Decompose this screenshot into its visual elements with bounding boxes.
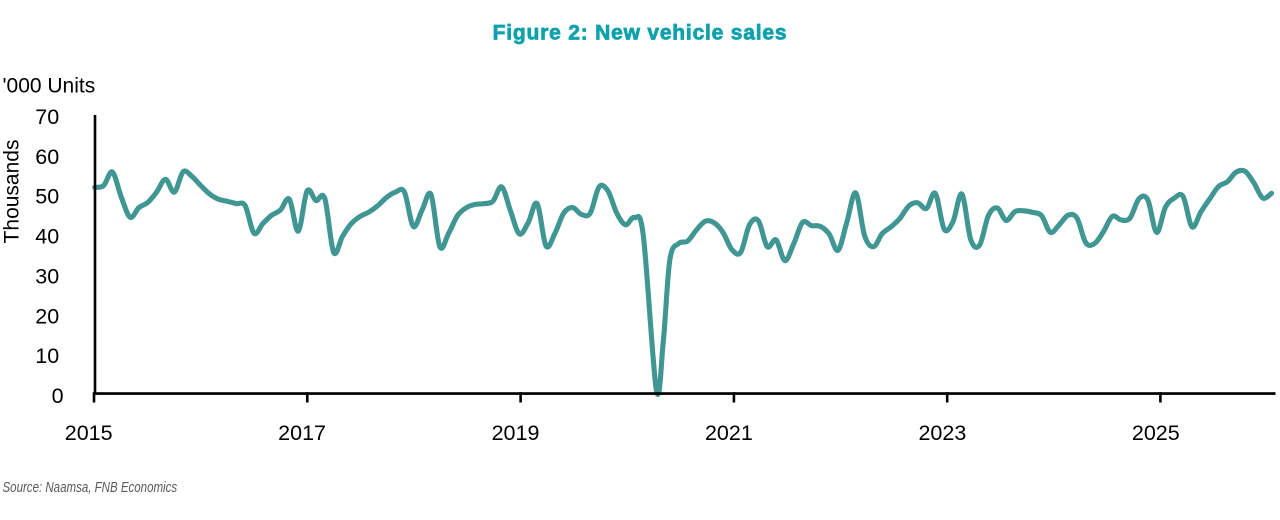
svg-text:60: 60 (35, 145, 59, 169)
svg-text:'000 Units: '000 Units (3, 75, 96, 98)
svg-text:Thousands: Thousands (0, 140, 23, 244)
svg-text:20: 20 (35, 304, 59, 328)
svg-text:10: 10 (35, 344, 59, 368)
svg-text:50: 50 (35, 185, 59, 209)
svg-text:Source: Naamsa, FNB Economics: Source: Naamsa, FNB Economics (3, 479, 178, 496)
svg-text:2017: 2017 (278, 421, 326, 445)
svg-text:2023: 2023 (918, 421, 966, 445)
svg-text:Figure 2: New vehicle sales: Figure 2: New vehicle sales (493, 21, 788, 44)
svg-text:2015: 2015 (65, 421, 113, 445)
svg-text:30: 30 (35, 265, 59, 289)
svg-text:2025: 2025 (1132, 421, 1180, 445)
svg-text:70: 70 (35, 105, 59, 129)
svg-text:2021: 2021 (705, 421, 753, 445)
svg-text:0: 0 (52, 384, 64, 408)
svg-text:2019: 2019 (492, 421, 540, 445)
svg-text:40: 40 (35, 225, 59, 249)
